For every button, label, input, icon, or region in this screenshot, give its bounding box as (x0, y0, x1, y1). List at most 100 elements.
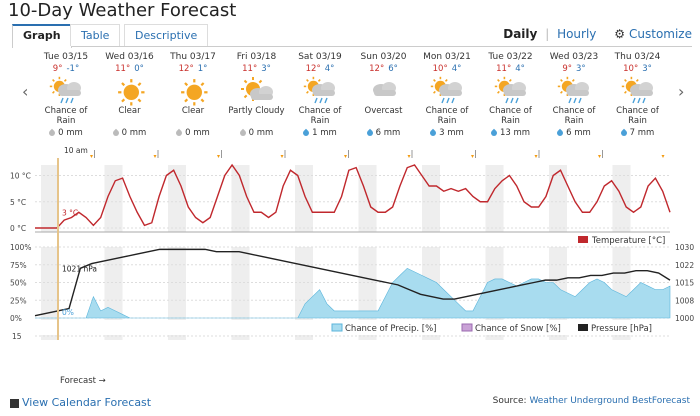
high-temp: 11° (115, 64, 131, 74)
high-temp: 12° (305, 64, 321, 74)
sun-icon (113, 76, 147, 106)
night-band (41, 335, 59, 340)
day-temps: 11° 3° (226, 64, 288, 74)
day-temps: 10° 3° (607, 64, 669, 74)
cloud-icon (367, 76, 401, 106)
source-link[interactable]: Weather Underground BestForecast (529, 396, 690, 406)
cursor-time-label: 10 am (64, 146, 88, 155)
high-temp: 9° (562, 64, 572, 74)
y2-tick-label: 1022 (675, 261, 694, 270)
tab-descriptive[interactable]: Descriptive (124, 24, 209, 46)
sunrise-marker (471, 155, 474, 158)
forecast-chart: 10 °C 5 °C 0 °C 3 °C 10 am Temperature [°C] 10… (10, 146, 694, 340)
day-column[interactable]: Tue 03/22 11° 4° Chance of Rain 13 mm (480, 52, 542, 138)
night-band (422, 335, 440, 340)
mode-daily[interactable]: Daily (503, 27, 538, 41)
mode-hourly[interactable]: Hourly (557, 27, 597, 41)
legend-swatch-precip (331, 323, 343, 332)
y-tick-label: 25% (10, 296, 27, 305)
night-band (549, 165, 567, 232)
day-condition: Chance of Rain (616, 106, 659, 126)
sunrise-marker (598, 155, 601, 158)
time-cursor (57, 158, 59, 340)
day-temps: 9° -1° (35, 64, 97, 74)
day-rain: 6 mm (543, 128, 605, 138)
night-band (168, 335, 186, 340)
day-column[interactable]: Sun 03/20 12° 6° Overcast 6 mm (353, 52, 415, 138)
high-temp: 12° (369, 64, 385, 74)
low-temp: 6° (388, 64, 398, 74)
night-band (485, 335, 504, 340)
partly-cloudy-rain-icon (621, 76, 655, 106)
day-date: Sat 03/19 (298, 52, 342, 62)
day-column[interactable]: Thu 03/24 10° 3° Chance of Rain 7 mm (607, 52, 669, 138)
day-column[interactable]: Tue 03/15 9° -1° Chance of Rain 0 mm (35, 52, 97, 138)
day-condition: Clear (181, 106, 205, 116)
y-tick-label: 5 °C (10, 198, 26, 207)
day-condition: Chance of Rain (44, 106, 88, 126)
night-band (295, 335, 313, 340)
day-temps: 12° 6° (353, 64, 415, 74)
y2-tick-label: 1008 (675, 296, 694, 305)
night-band (612, 335, 631, 340)
y-tick-label: 50% (10, 279, 27, 288)
night-band (358, 335, 377, 340)
day-rain: 7 mm (607, 128, 669, 138)
legend-swatch-temperature (578, 236, 588, 243)
sunrise-marker (534, 155, 538, 158)
sun-icon (176, 76, 210, 106)
day-condition: Chance of Rain (425, 106, 469, 126)
low-temp: -1° (66, 64, 80, 74)
day-condition: Chance of Rain (552, 106, 596, 126)
night-band (485, 165, 504, 232)
y-tick-label: 75% (10, 261, 27, 270)
day-column[interactable]: Mon 03/21 10° 4° Chance of Rain 3 mm (416, 52, 478, 138)
day-date: Sun 03/20 (360, 52, 407, 62)
day-column[interactable]: Sat 03/19 12° 4° Chance of Rain 1 mm (289, 52, 351, 138)
night-band (231, 247, 250, 320)
calendar-forecast-link[interactable]: View Calendar Forecast (10, 396, 151, 409)
day-column[interactable]: Wed 03/23 9° 3° Chance of Rain 6 mm (543, 52, 605, 138)
low-temp: 3° (261, 64, 271, 74)
low-temp: 3° (642, 64, 652, 74)
legend-precip: Chance of Precip. [%] (345, 324, 436, 334)
sunrise-marker (153, 155, 157, 158)
day-date: Thu 03/17 (170, 52, 216, 62)
night-band (168, 165, 186, 232)
high-temp: 12° (178, 64, 194, 74)
high-temp: 11° (496, 64, 512, 74)
day-condition: Chance of Rain (489, 106, 532, 126)
y-tick-label: 0 °C (10, 224, 26, 233)
tab-bar: Graph Table Descriptive Daily | Hourly ⚙… (12, 24, 692, 48)
low-temp: 1° (197, 64, 208, 74)
low-temp: 4° (515, 64, 525, 74)
day-date: Wed 03/23 (549, 52, 599, 62)
low-temp: 3° (576, 64, 586, 74)
day-temps: 11° 0° (99, 64, 161, 74)
day-rain: 3 mm (416, 128, 478, 138)
y2-tick-label: 1030 (675, 243, 694, 252)
day-rain: 0 mm (35, 128, 97, 138)
prev-days-arrow[interactable]: ‹ (22, 82, 29, 101)
day-temps: 11° 4° (480, 64, 542, 74)
tab-table[interactable]: Table (70, 24, 121, 46)
legend-snow: Chance of Snow [%] (475, 324, 561, 334)
low-temp: 0° (134, 64, 144, 74)
y-tick-label: 100% (10, 243, 31, 252)
day-column[interactable]: Thu 03/17 12° 1° Clear 0 mm (162, 52, 224, 138)
day-rain: 1 mm (289, 128, 351, 138)
day-column[interactable]: Wed 03/16 11° 0° Clear 0 mm (99, 52, 161, 138)
day-condition: Chance of Rain (298, 106, 342, 126)
legend-pressure: Pressure [hPa] (591, 324, 652, 334)
next-days-arrow[interactable]: › (678, 82, 685, 101)
y-tick-label: 10 °C (10, 172, 31, 181)
high-temp: 11° (242, 64, 258, 74)
precip-area (35, 267, 671, 319)
day-temps: 10° 4° (416, 64, 478, 74)
night-band (41, 165, 59, 232)
customize-link[interactable]: ⚙ Customize (614, 27, 692, 41)
y2-tick-label: 1015 (675, 279, 694, 288)
view-mode-switch: Daily | Hourly ⚙ Customize (499, 24, 692, 45)
day-date: Mon 03/21 (423, 52, 471, 62)
day-column[interactable]: Fri 03/18 11° 3° Partly Cloudy 0 mm (226, 52, 288, 138)
